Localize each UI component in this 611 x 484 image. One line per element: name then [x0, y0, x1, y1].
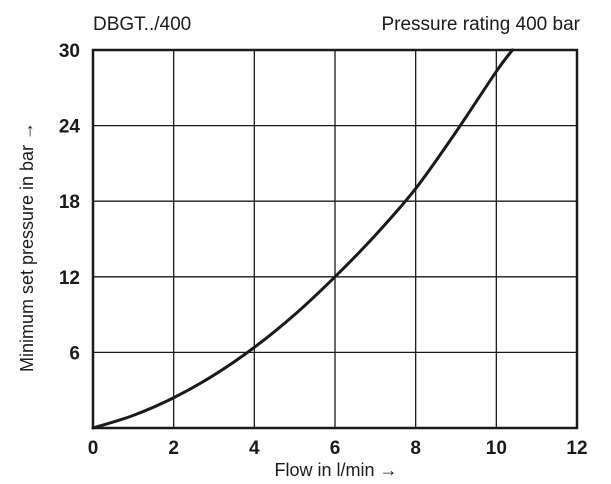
x-tick-label: 0 [88, 438, 99, 459]
y-axis-label: Minimum set pressure in bar → [17, 122, 37, 372]
header-right-label: Pressure rating 400 bar [381, 14, 580, 35]
x-tick-label: 10 [486, 438, 507, 459]
grid [93, 50, 577, 428]
plot-frame [91, 48, 579, 430]
x-tick-label: 4 [249, 438, 260, 459]
x-tick-label: 6 [330, 438, 341, 459]
x-axis-label: Flow in l/min → [274, 460, 397, 480]
y-tick-label: 30 [59, 41, 80, 62]
pressure-curve-line [91, 48, 514, 430]
y-tick-label: 24 [59, 117, 81, 138]
x-tick-label: 2 [168, 438, 179, 459]
x-tick-label: 12 [566, 438, 587, 459]
x-tick-label: 8 [410, 438, 421, 459]
y-tick-label: 18 [59, 192, 80, 213]
y-tick-label: 6 [69, 343, 80, 364]
series-layer [91, 48, 514, 430]
header-left-label: DBGT../400 [93, 14, 191, 35]
y-tick-label: 12 [59, 268, 80, 289]
